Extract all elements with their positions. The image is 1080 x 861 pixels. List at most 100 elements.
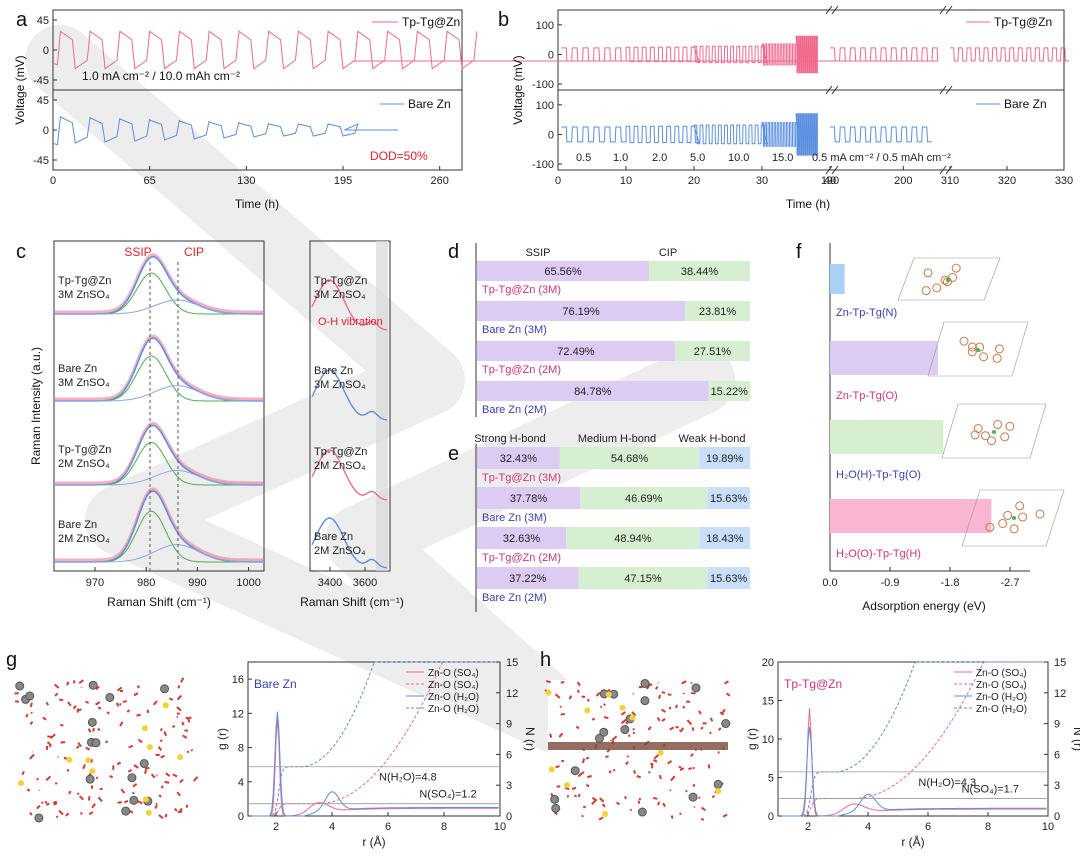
g-plot-legend-label: Zn-O (SO₄): [428, 668, 479, 679]
b-xtick-label: 20: [688, 175, 700, 187]
h-snapshot-decor-bond: [576, 689, 580, 694]
f-xtick-label: -2.7: [1001, 577, 1020, 589]
c-raman-fit: [54, 253, 264, 314]
g-snapshot-decor-bond: [190, 748, 194, 752]
g-plot-xtick-label: 6: [385, 821, 391, 833]
g-snapshot-decor-bond: [49, 733, 56, 740]
g-snapshot-decor-s-atom: [141, 725, 148, 732]
c-cip-component: [54, 469, 264, 486]
c-oh-annotation: O-H vibration: [318, 316, 383, 328]
g-snapshot-decor-bond: [25, 713, 29, 718]
f-molecule-ring: [985, 522, 995, 532]
e-bars-segment: [707, 567, 750, 589]
h-snapshot-decor-bond: [575, 725, 580, 730]
g-snapshot-decor-bond: [127, 768, 133, 773]
h-snapshot-decor-bond: [682, 692, 685, 695]
b-xtick-label: 320: [998, 175, 1016, 187]
g-snapshot-decor-bond: [150, 773, 156, 779]
g-snapshot-decor-bond: [105, 740, 109, 744]
g-plot-nr-h2o: [248, 661, 499, 817]
h-snapshot-decor-bond: [679, 767, 685, 772]
g-snapshot-decor-s-atom: [66, 756, 73, 763]
h-plot-title: Tp-Tg@Zn: [784, 677, 842, 691]
d-bars-row-label: Tp-Tg@Zn (3M): [482, 284, 561, 296]
g-snapshot-decor-zn-atom: [127, 773, 137, 783]
h-snapshot-decor-bond: [650, 762, 654, 766]
g-snapshot-decor-bond: [158, 794, 162, 798]
b-ylabel: Voltage (mV): [511, 55, 525, 124]
h-snapshot-decor-bond: [586, 774, 592, 779]
g-snapshot-decor-bond: [122, 700, 127, 703]
g-snapshot-decor-bond: [78, 679, 84, 685]
h-snapshot-decor-bond: [681, 680, 687, 685]
a-bottom-legend: Bare Zn: [408, 97, 451, 111]
h-snapshot-decor-bond: [653, 754, 659, 760]
c-sample-electrolyte: 2M ZnSO₄: [58, 533, 110, 545]
f-molecule-ring: [951, 263, 961, 273]
g-snapshot-decor-zn-atom: [139, 759, 149, 769]
g-snapshot-decor-bond: [160, 785, 164, 789]
b-bottom-trace: [561, 113, 932, 156]
h-snapshot-decor-bond: [611, 735, 618, 741]
h-plot-y2tick-label: 15: [1054, 657, 1066, 669]
h-snapshot-decor-bond: [709, 731, 712, 735]
h-snapshot-decor-bond: [656, 717, 661, 722]
g-snapshot-decor-zn-atom: [105, 692, 115, 702]
h-snapshot-decor-bond: [626, 755, 630, 758]
f-molecule-ring: [932, 283, 942, 293]
g-snapshot-decor-s-atom: [146, 744, 153, 751]
h-snapshot-decor-bond: [591, 717, 596, 721]
d-bars-value: 38.44%: [681, 266, 719, 278]
h-snapshot-decor-bond: [585, 756, 590, 760]
g-plot-ytick-label: 0: [238, 811, 244, 823]
g-snapshot-decor-s-atom: [142, 796, 149, 803]
g-snapshot-decor-zn-atom: [87, 717, 97, 727]
g-snapshot-decor-bond: [177, 685, 181, 689]
g-snapshot-decor-bond: [176, 694, 183, 701]
g-snapshot-decor-bond: [155, 802, 158, 806]
a-ytick-label: -45: [33, 75, 49, 87]
c-raman-fit: [54, 334, 264, 401]
e-bars-value: 18.43%: [706, 533, 744, 545]
f-molecule-ring: [1003, 510, 1013, 520]
d-bars: 65.56% 38.44% Tp-Tg@Zn (3M)76.19% 23.81% Bar…: [477, 261, 750, 416]
b-rate-label: 1.0: [613, 152, 628, 164]
f-bar-label: H₂O(H)-Tp-Tg(O): [836, 469, 921, 481]
g-snapshot-decor-bond: [45, 802, 50, 806]
h-snapshot-decor-zn-atom: [713, 779, 723, 789]
g-snapshot-decor-bond: [45, 775, 52, 782]
c-xtick-label: 1000: [236, 577, 260, 589]
h-snapshot-decor-bond: [560, 680, 565, 684]
h-snapshot-decor-s-atom: [605, 691, 612, 698]
h-plot-xtick-label: 4: [865, 821, 871, 833]
f-molecule-atom: [1012, 516, 1016, 520]
d-bars-segment: [477, 341, 675, 361]
c-xtick-label: 970: [86, 577, 104, 589]
g-snapshot-decor-bond: [55, 815, 59, 819]
g-plot-annotation: N(H₂O)=4.8: [379, 772, 437, 784]
g-snapshot-decor-zn-atom: [121, 806, 131, 816]
g-snapshot-decor: [14, 677, 199, 823]
g-snapshot-decor-bond: [174, 807, 178, 812]
g-snapshot-decor-bond: [137, 738, 143, 744]
h-snapshot-decor-bond: [685, 789, 688, 793]
g-plot-ytick-label: 4: [238, 777, 244, 789]
g-snapshot-decor-bond: [65, 812, 70, 817]
c-sample-name: Tp-Tg@Zn: [58, 444, 111, 456]
g-snapshot-decor-bond: [119, 721, 124, 727]
c-ticks: 970 980 990 1000 3400 3600: [86, 567, 377, 589]
h-snapshot-decor-bond: [545, 679, 551, 684]
d-bars-segment: [477, 381, 709, 401]
h-snapshot-decor-bond: [686, 719, 693, 726]
h-snapshot-decor-bond: [698, 796, 701, 799]
a-xtick-label: 0: [50, 175, 56, 187]
f-molecule-ring: [1018, 512, 1028, 522]
g-snapshot-decor-bond: [21, 771, 25, 776]
f-molecule-structures: [897, 257, 1065, 547]
g-snapshot-decor-bond: [67, 701, 72, 707]
h-snapshot-decor-bond: [571, 786, 577, 791]
g-snapshot-decor-bond: [132, 783, 138, 788]
e-bars-segment: [477, 527, 567, 549]
c-xlabel: Raman Shift (cm⁻¹): [107, 595, 211, 609]
